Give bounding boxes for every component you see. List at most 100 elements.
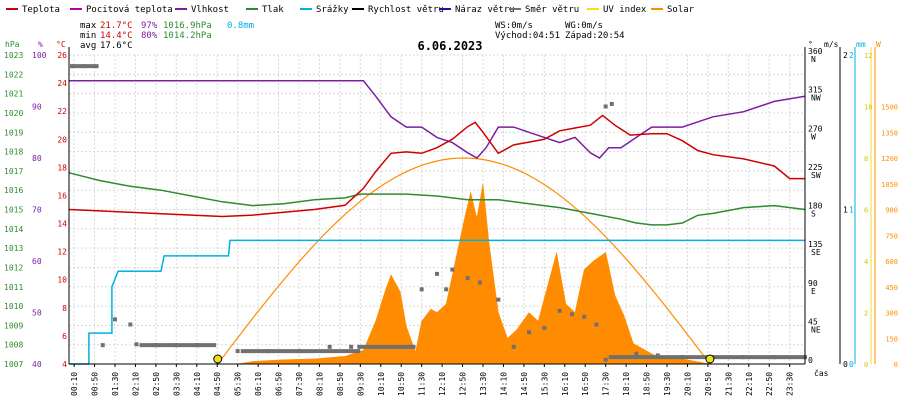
- tick-uv-4: 8: [864, 155, 868, 163]
- tick-solar-10: 1500: [881, 104, 898, 112]
- direction-point-13: [327, 344, 332, 349]
- tick-x-14: 09:30: [356, 372, 365, 396]
- tick-x-23: 15:30: [540, 372, 549, 396]
- tick-humidity-4: 80: [32, 154, 42, 163]
- tick-pressure-7: 1014: [4, 225, 23, 234]
- axis-unit-labels: hPa % °C ° m/s mm W čas: [5, 40, 881, 378]
- tick-temp-0: 4: [62, 360, 67, 369]
- tick-temp-9: 22: [57, 107, 67, 116]
- legend-label-8: UV index: [603, 5, 647, 15]
- tick-pressure-16: 1023: [4, 51, 23, 60]
- tick-temp-5: 14: [57, 220, 67, 229]
- tick-x-22: 14:50: [520, 372, 529, 396]
- tick-x-2: 01:30: [111, 372, 120, 396]
- tick-x-11: 07:30: [295, 372, 304, 396]
- tick-uv-1: 2: [864, 310, 868, 318]
- direction-point-18: [435, 271, 439, 276]
- tick-x-7: 04:50: [213, 372, 222, 396]
- unit-hpa: hPa: [5, 40, 20, 49]
- tick-wind-1: 1: [843, 206, 848, 215]
- stats-min-temp: 14.4°C: [100, 31, 133, 41]
- tick-temp-3: 10: [57, 276, 67, 285]
- unit-deg: °: [808, 40, 813, 49]
- legend-label-1: Pocitová teplota: [86, 5, 173, 15]
- tick-humidity-6: 100: [32, 51, 47, 60]
- stats-block: max 21.7°C 97% 1016.9hPa 0.8mm min 14.4°…: [80, 21, 254, 51]
- tick-x-35: 23:30: [786, 372, 795, 396]
- stats-avg-temp: 17.6°C: [100, 41, 133, 51]
- tick-x-1: 00:50: [91, 372, 100, 396]
- direction-point-6: [134, 342, 139, 347]
- legend-label-3: Tlak: [262, 5, 284, 15]
- pressure-series: [68, 172, 806, 226]
- tick-x-31: 20:50: [704, 372, 713, 396]
- direction-point-10: [235, 349, 240, 354]
- tick-x-21: 14:10: [499, 372, 508, 396]
- tick-temp-8: 20: [57, 135, 67, 144]
- solar-theoretical-line: [217, 157, 711, 365]
- direction-point-39: [603, 104, 608, 109]
- tick-x-4: 02:50: [152, 372, 161, 396]
- tick-humidity-3: 70: [32, 206, 42, 215]
- tick-x-6: 04:10: [193, 372, 202, 396]
- tick-x-16: 10:50: [397, 372, 406, 396]
- unit-degc: °C: [56, 40, 66, 49]
- tick-dir-6: 270: [808, 124, 823, 133]
- tick-x-20: 13:30: [479, 372, 488, 396]
- direction-point-32: [634, 351, 639, 356]
- legend-label-7: Směr větru: [525, 5, 579, 15]
- tick-humidity-0: 40: [32, 360, 42, 369]
- tick-pressure-3: 1010: [4, 302, 23, 311]
- info-sunset: Západ:20:54: [565, 31, 625, 41]
- tick-x-18: 12:10: [438, 372, 447, 396]
- tick-wind-2: 2: [843, 51, 848, 60]
- tick-pressure-13: 1020: [4, 109, 23, 118]
- tick-solar-2: 300: [885, 310, 898, 318]
- tick-dir-name-8: N: [811, 55, 816, 64]
- uv-markers: [213, 354, 715, 364]
- tick-pressure-2: 1009: [4, 321, 23, 330]
- tick-solar-7: 1050: [881, 181, 898, 189]
- tick-pressure-8: 1015: [4, 206, 23, 215]
- tick-solar-9: 1350: [881, 129, 898, 137]
- direction-point-24: [511, 344, 516, 349]
- direction-point-31: [603, 357, 608, 362]
- direction-point-40: [609, 101, 614, 106]
- tick-dir-4: 180: [808, 202, 823, 211]
- direction-point-30: [594, 322, 599, 327]
- temperature-line: [68, 114, 805, 218]
- tick-x-10: 06:50: [275, 372, 284, 396]
- tick-solar-4: 600: [885, 258, 898, 266]
- unit-mm: mm: [856, 40, 866, 49]
- legend-label-9: Solar: [667, 5, 695, 15]
- legend-label-4: Srážky: [316, 5, 349, 15]
- stats-max-rain: 0.8mm: [227, 21, 254, 31]
- unit-pct: %: [38, 40, 43, 49]
- tick-dir-0: 0: [808, 356, 813, 365]
- direction-point-23: [496, 297, 501, 302]
- tick-dir-name-5: SW: [811, 171, 821, 180]
- stats-max-temp: 21.7°C: [100, 21, 133, 31]
- rain-series: [69, 239, 805, 365]
- tick-uv-6: 12: [864, 52, 872, 60]
- tick-solar-8: 1200: [881, 155, 898, 163]
- tick-rain-1: 1: [849, 206, 854, 215]
- humidity-series: [69, 80, 806, 159]
- stats-max-hum: 97%: [141, 21, 158, 31]
- tick-temp-1: 6: [62, 332, 67, 341]
- direction-point-4: [113, 317, 117, 322]
- tick-solar-0: 0: [894, 361, 898, 369]
- tick-pressure-5: 1012: [4, 263, 23, 272]
- tick-temp-2: 8: [62, 304, 67, 313]
- tick-dir-name-2: E: [811, 287, 816, 296]
- unit-time: čas: [814, 368, 829, 378]
- direction-point-20: [450, 267, 455, 272]
- tick-x-24: 16:10: [561, 372, 570, 396]
- pressure-line: [68, 172, 806, 226]
- solar-area: [69, 183, 805, 365]
- tick-x-30: 20:10: [683, 372, 692, 396]
- info-sunrise: Východ:04:51: [495, 31, 560, 41]
- solar-theoretical-series: [217, 157, 711, 365]
- tick-x-25: 16:50: [581, 372, 590, 396]
- tick-humidity-2: 60: [32, 257, 42, 266]
